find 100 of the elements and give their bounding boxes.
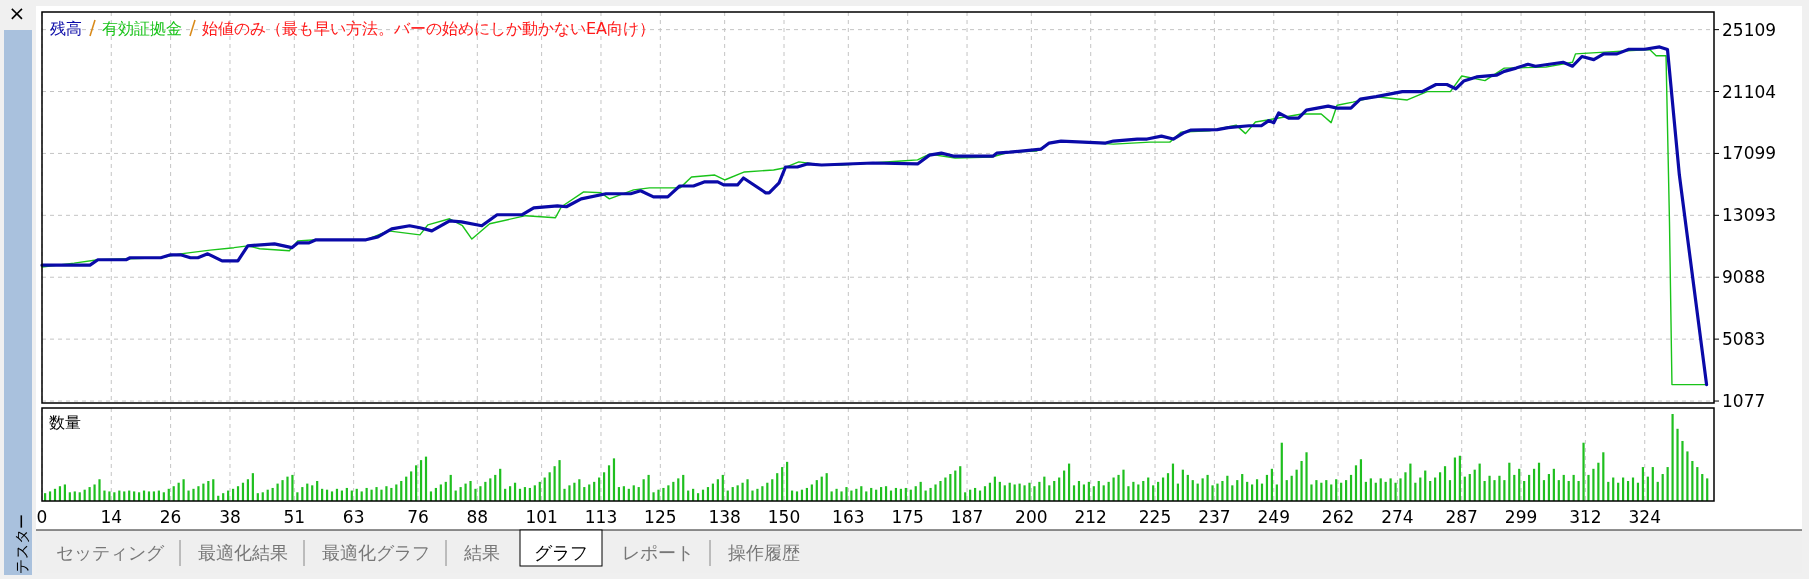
bar (192, 488, 195, 501)
bar (751, 490, 754, 501)
x-tick-label: 237 (1198, 507, 1231, 527)
x-tick-label: 138 (708, 507, 741, 527)
bar (1310, 484, 1313, 501)
bar (1023, 485, 1026, 501)
bar (1206, 474, 1209, 501)
x-tick-label: 249 (1257, 507, 1290, 527)
bar (662, 487, 665, 501)
x-tick-label: 163 (832, 507, 865, 527)
bar (479, 486, 482, 501)
bar (1399, 478, 1402, 501)
bar (1404, 472, 1407, 501)
bar (1587, 474, 1590, 501)
bar (474, 488, 477, 501)
x-tick-label: 26 (159, 507, 182, 527)
bar (370, 489, 373, 501)
bar (1577, 480, 1580, 501)
y-tick-label: 1077 (1722, 391, 1766, 412)
bar (464, 483, 467, 501)
x-tick-label: 113 (584, 507, 618, 527)
bar (845, 487, 848, 501)
x-tick-label: 125 (644, 507, 677, 527)
bar (1671, 414, 1674, 501)
text: グラフ (534, 542, 588, 563)
x-tick-label: 76 (407, 507, 429, 527)
bar (385, 486, 388, 501)
x-tick-label: 63 (342, 507, 365, 527)
x-tick-label: 88 (466, 507, 489, 527)
y-tick-label: 17099 (1722, 143, 1777, 164)
bar (1602, 452, 1605, 501)
bar (1305, 452, 1308, 501)
x-tick-label: 212 (1074, 507, 1107, 527)
bar (380, 489, 383, 501)
x-tick-label: 51 (283, 507, 306, 527)
bar (835, 488, 838, 501)
bar (1498, 475, 1501, 501)
bar (1122, 469, 1125, 501)
text: 結果 (463, 542, 500, 563)
bar (281, 480, 284, 501)
x-tick-label: 274 (1381, 507, 1414, 527)
bar (563, 488, 566, 501)
chart-title: 数量 (49, 413, 81, 432)
x-tick-label: 324 (1628, 507, 1661, 527)
y-tick-label: 9088 (1722, 267, 1766, 288)
bar (1127, 486, 1130, 501)
x-tick-label: 101 (525, 507, 558, 527)
x-tick-label: 187 (950, 507, 984, 527)
bar (1211, 485, 1214, 501)
bar (746, 479, 749, 501)
x-tick-label: 262 (1321, 507, 1355, 527)
bar (573, 482, 576, 501)
bar (1354, 465, 1358, 501)
y-tick-label: 21104 (1722, 81, 1777, 102)
bar (1409, 463, 1412, 501)
bar (934, 484, 937, 501)
text: 有効証拠金 (102, 19, 182, 38)
bar (939, 480, 942, 501)
bar (1315, 480, 1318, 501)
x-tick-label: 225 (1138, 507, 1172, 527)
y-tick-label: 5083 (1722, 329, 1766, 350)
bar (98, 479, 101, 501)
bar (187, 490, 190, 501)
bar (1676, 428, 1679, 501)
bar (756, 488, 759, 501)
bar (276, 483, 279, 501)
text: レポート (622, 542, 694, 563)
bar (1493, 480, 1496, 501)
text: セッティング (56, 542, 165, 563)
bar (1686, 451, 1689, 501)
x-tick-label: 200 (1015, 507, 1048, 527)
bar (286, 476, 289, 501)
x-tick-label: 312 (1569, 507, 1602, 527)
bar (657, 489, 660, 501)
bar (415, 465, 418, 501)
text: 操作履歴 (728, 542, 800, 563)
bar (1300, 460, 1303, 501)
bar (1112, 477, 1115, 501)
annotation: 始値のみ（最も早い方法。バーの始めにしか動かないEA向け） (202, 19, 656, 38)
bar (1681, 440, 1684, 501)
x-tick-label: 287 (1445, 507, 1478, 527)
x-tick-label: 0 (36, 507, 48, 527)
bar (652, 492, 655, 501)
bar (1117, 474, 1120, 501)
text: 最適化結果 (198, 542, 288, 563)
bar (108, 491, 111, 501)
bar (558, 460, 561, 501)
x-tick-label: 175 (891, 507, 924, 527)
bar (944, 477, 947, 501)
text: 最適化グラフ (322, 542, 430, 563)
text: 残高 (50, 19, 82, 38)
bar (840, 491, 843, 501)
bar (850, 490, 853, 501)
bar (1592, 468, 1595, 501)
bar (93, 484, 96, 501)
x-tick-label: 150 (767, 507, 801, 527)
x-tick-label: 38 (219, 507, 241, 527)
bar (568, 485, 571, 501)
bar (469, 480, 472, 501)
y-tick-label: 25109 (1722, 19, 1777, 40)
